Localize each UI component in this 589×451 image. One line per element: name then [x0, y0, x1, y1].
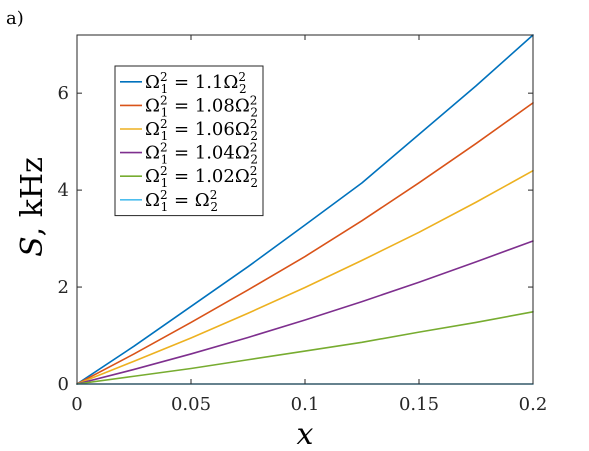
- y-axis-label-variable: S: [15, 236, 50, 257]
- series-line-3: [76, 169, 534, 385]
- legend: Ω2 1 = 1.1Ω2 2Ω2 1 = 1.08Ω2 2Ω2 1 = 1.06Ω2 2Ω2…: [114, 65, 264, 217]
- legend-box: [114, 65, 264, 217]
- series-line-5: [76, 310, 534, 385]
- legend-entry-label: Ω2 1 = 1.06Ω2 2: [145, 117, 258, 143]
- x-tick-label: 0: [71, 394, 82, 415]
- y-tick-label: 4: [58, 180, 69, 201]
- x-axis-label: x: [297, 417, 314, 451]
- y-axis-label: S, kHz: [15, 157, 50, 257]
- y-axis-label-unit: , kHz: [15, 157, 50, 236]
- x-tick-label: 0.1: [291, 394, 320, 415]
- series-line-1: [76, 34, 534, 385]
- legend-entry-label: Ω2 1 = 1.1Ω2 2: [145, 70, 247, 96]
- axes-layer: 0 0.05 0.1 0.15 0.2 0 2 4 6: [58, 34, 548, 415]
- y-tick-label: 0: [58, 374, 69, 395]
- y-tick-label: 2: [58, 277, 69, 298]
- legend-entry-label: Ω2 1 = 1.08Ω2 2: [145, 93, 258, 119]
- panel-label: a): [6, 8, 24, 29]
- x-tick-label: 0.15: [399, 394, 439, 415]
- legend-entry-label: Ω2 1 = 1.04Ω2 2: [145, 141, 258, 167]
- series-line-2: [76, 102, 534, 385]
- y-tick-label: 6: [58, 83, 69, 104]
- legend-entry-label: Ω2 1 = Ω2 2: [145, 188, 218, 214]
- legend-entry-label: Ω2 1 = 1.02Ω2 2: [145, 164, 258, 190]
- x-tick-label: 0.2: [519, 394, 548, 415]
- series-line-4: [76, 240, 534, 385]
- x-tick-label: 0.05: [171, 394, 211, 415]
